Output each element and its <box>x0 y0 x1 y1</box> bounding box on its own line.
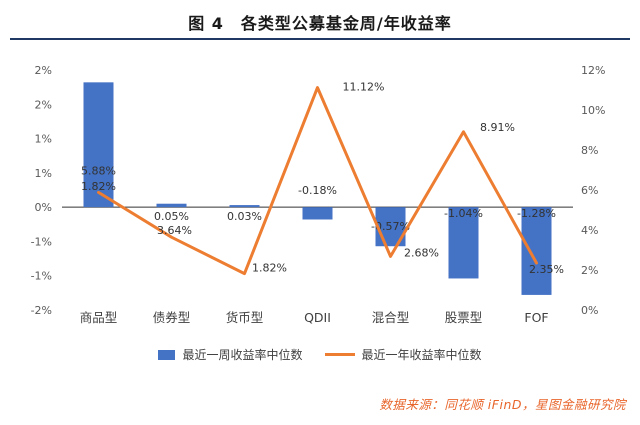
category-label: 股票型 <box>445 310 483 325</box>
bar-data-label: -0.18% <box>298 184 337 197</box>
left-axis-tick-label: 2% <box>35 98 52 111</box>
right-axis-tick-label: 2% <box>581 264 598 277</box>
bar <box>448 207 479 279</box>
legend-yearly-label: 最近一年收益率中位数 <box>361 348 482 362</box>
category-label: 混合型 <box>372 310 410 325</box>
right-axis-tick-label: 0% <box>581 304 598 317</box>
bar-data-label: -1.28% <box>517 207 556 220</box>
bar <box>229 205 260 208</box>
left-axis-tick-label: -2% <box>31 304 52 317</box>
left-axis-tick-label: -1% <box>31 270 52 283</box>
line-data-label: 8.91% <box>480 121 515 134</box>
left-axis-tick-label: -1% <box>31 235 52 248</box>
left-axis-tick-label: 1% <box>35 133 52 146</box>
line-data-label: 1.82% <box>252 262 287 275</box>
left-axis-tick-label: 1% <box>35 167 52 180</box>
bar-data-label: -1.04% <box>444 207 483 220</box>
line-data-label: 3.64% <box>157 224 192 237</box>
legend-item-yearly: 最近一年收益率中位数 <box>324 346 482 363</box>
bar-data-label: 1.82% <box>81 180 116 193</box>
legend-line-swatch-icon <box>324 353 355 356</box>
category-label: FOF <box>524 310 548 325</box>
category-label: 商品型 <box>80 310 118 325</box>
bar <box>521 207 552 295</box>
left-axis-tick-label: 2% <box>35 64 52 77</box>
line-data-label: 5.88% <box>81 164 116 177</box>
category-label: 货币型 <box>226 310 264 325</box>
category-label: QDII <box>304 310 331 325</box>
bar <box>302 207 333 220</box>
right-axis-tick-label: 6% <box>581 184 598 197</box>
line-data-label: 2.35% <box>529 263 564 276</box>
line-data-label: 2.68% <box>404 246 439 259</box>
bar-data-label: 0.05% <box>154 210 189 223</box>
legend-weekly-label: 最近一周收益率中位数 <box>182 348 303 362</box>
right-axis-tick-label: 8% <box>581 144 598 157</box>
right-axis-tick-label: 10% <box>581 104 605 117</box>
chart-legend: 最近一周收益率中位数 最近一年收益率中位数 <box>0 346 640 363</box>
legend-bar-swatch-icon <box>158 349 176 360</box>
chart-title: 图 4 各类型公募基金周/年收益率 <box>188 14 452 33</box>
category-label: 债券型 <box>153 310 191 325</box>
left-axis-tick-label: 0% <box>35 201 52 214</box>
right-axis-tick-label: 4% <box>581 224 598 237</box>
right-axis-tick-label: 12% <box>581 64 605 77</box>
trend-line <box>97 86 538 276</box>
bar-data-label: -0.57% <box>371 220 410 233</box>
line-data-label: 11.12% <box>343 81 385 94</box>
title-underline <box>10 38 630 40</box>
bar <box>156 203 187 208</box>
bar <box>375 207 406 247</box>
bar-data-label: 0.03% <box>227 210 262 223</box>
legend-item-weekly: 最近一周收益率中位数 <box>158 346 303 363</box>
bar <box>83 82 114 208</box>
data-source: 数据来源：同花顺 iFinD，星图金融研究院 <box>379 397 626 412</box>
